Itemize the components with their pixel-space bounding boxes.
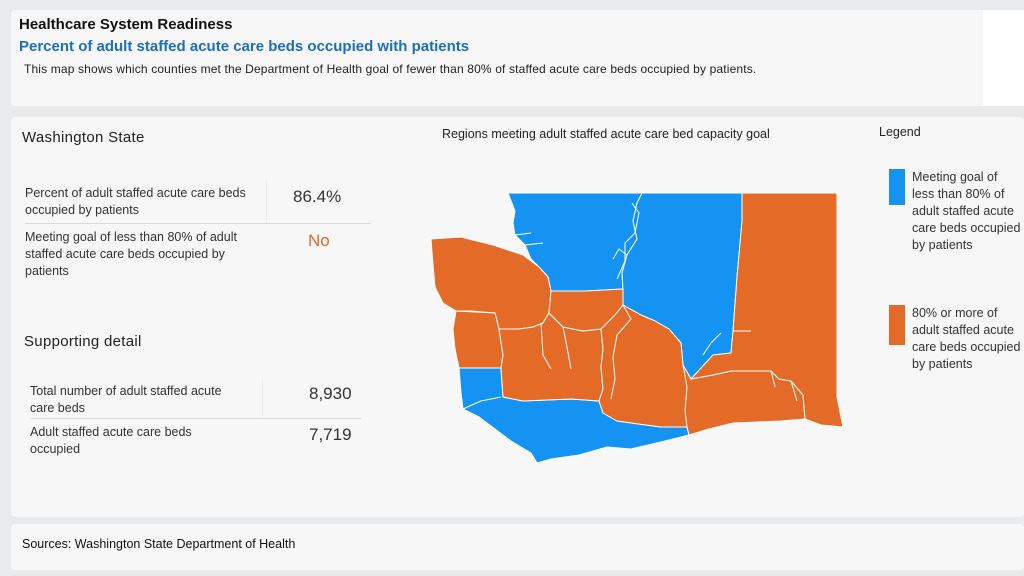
supporting-table: Total number of adult staffed acute care… — [30, 379, 361, 469]
summary-value-meeting-goal: No — [308, 231, 330, 250]
map-title: Regions meeting adult staffed acute care… — [442, 127, 770, 141]
map-region-south-central[interactable] — [598, 304, 806, 436]
supporting-value-total-beds: 8,930 — [309, 384, 352, 403]
summary-value-occupied-percent: 86.4% — [293, 187, 342, 206]
legend-label-not-meeting: 80% or more of adult staffed acute care … — [912, 306, 1021, 371]
legend-swatch-not-meeting — [889, 305, 905, 345]
summary-column-divider — [266, 179, 267, 223]
page-subtitle: Percent of adult staffed acute care beds… — [19, 38, 470, 55]
main-card: Washington State Percent of adult staffe… — [11, 117, 1024, 517]
map-county-borders — [462, 202, 798, 428]
legend-swatch-meeting — [889, 169, 905, 205]
supporting-row-divider — [30, 418, 361, 419]
page-title: Healthcare System Readiness — [19, 16, 233, 33]
page-description: This map shows which counties met the De… — [24, 62, 757, 76]
summary-label-meeting-goal: Meeting goal of less than 80% of adult s… — [25, 230, 237, 278]
sources-text: Sources: Washington State Department of … — [22, 537, 296, 551]
supporting-label-occupied-beds: Adult staffed acute care beds occupied — [30, 425, 192, 456]
summary-label-occupied-percent: Percent of adult staffed acute care beds… — [25, 186, 246, 217]
sources-card: Sources: Washington State Department of … — [11, 524, 1024, 570]
map-region-east[interactable] — [690, 192, 844, 428]
washington-region-map — [430, 192, 844, 464]
summary-table: Percent of adult staffed acute care beds… — [25, 179, 371, 299]
supporting-column-divider — [262, 379, 263, 417]
header-card: Healthcare System Readiness Percent of a… — [11, 10, 1024, 106]
state-name-heading: Washington State — [22, 129, 145, 146]
supporting-value-occupied-beds: 7,719 — [309, 425, 352, 444]
map-region-coastal[interactable] — [452, 310, 504, 369]
header-side-panel — [983, 10, 1024, 106]
legend-title: Legend — [879, 125, 921, 139]
supporting-label-total-beds: Total number of adult staffed acute care… — [30, 384, 222, 415]
legend-label-meeting: Meeting goal of less than 80% of adult s… — [912, 170, 1021, 252]
supporting-detail-heading: Supporting detail — [24, 333, 142, 350]
summary-row-divider — [25, 223, 371, 224]
